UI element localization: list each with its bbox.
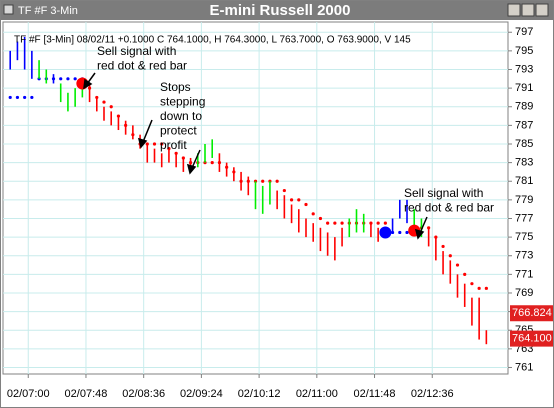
stop-dot bbox=[282, 188, 286, 193]
stop-dot bbox=[448, 254, 452, 258]
stop-dot bbox=[102, 100, 106, 104]
annotation: protect bbox=[160, 124, 197, 138]
title-bar bbox=[1, 1, 553, 20]
annotation: Stops bbox=[160, 80, 191, 94]
stop-dot bbox=[297, 198, 301, 202]
arrow-head bbox=[186, 163, 197, 175]
arrow-head bbox=[414, 228, 425, 240]
window-icon bbox=[3, 4, 14, 15]
stop-dot bbox=[210, 161, 214, 165]
x-tick-label: 02/11:48 bbox=[354, 388, 396, 400]
stop-dot bbox=[261, 179, 265, 183]
y-tick-label: 791 bbox=[515, 82, 533, 94]
minimize-button[interactable] bbox=[507, 3, 521, 17]
stop-dot bbox=[8, 95, 12, 100]
stop-dot bbox=[470, 282, 474, 286]
stop-dot bbox=[463, 272, 467, 276]
annotation-arrows bbox=[83, 72, 428, 240]
y-tick-label: 793 bbox=[515, 63, 533, 75]
y-tick-label: 783 bbox=[515, 157, 533, 169]
stop-dot bbox=[318, 216, 323, 221]
y-tick-label: 781 bbox=[515, 175, 533, 187]
stop-dot bbox=[275, 179, 279, 183]
price-tag bbox=[510, 330, 553, 347]
price-tag-label: 764.100 bbox=[512, 333, 552, 345]
stop-dot bbox=[398, 230, 402, 235]
price-tag-label: 766.824 bbox=[512, 307, 552, 319]
y-tick-label: 789 bbox=[515, 101, 533, 113]
y-tick-label: 771 bbox=[515, 268, 533, 280]
stop-dot bbox=[59, 77, 63, 81]
plot-layer bbox=[3, 22, 508, 374]
arrow bbox=[142, 119, 153, 143]
y-tick-label: 795 bbox=[515, 45, 533, 57]
x-tick-label: 02/07:00 bbox=[7, 388, 50, 400]
info-line: TF #F [3-Min] 08/02/11 +0.1000 C 764.100… bbox=[14, 35, 411, 46]
stop-dot bbox=[376, 221, 380, 225]
y-tick-label: 779 bbox=[515, 194, 533, 206]
stop-dot bbox=[484, 286, 488, 290]
price-tag bbox=[510, 305, 553, 322]
y-tick-label: 777 bbox=[515, 212, 533, 224]
stop-dot bbox=[311, 212, 315, 216]
y-tick-label: 785 bbox=[515, 138, 533, 150]
chart-title: E-mini Russell 2000 bbox=[210, 2, 351, 19]
stop-dot bbox=[441, 244, 445, 249]
x-tick-label: 02/09:24 bbox=[180, 388, 223, 400]
stop-dot bbox=[160, 142, 164, 146]
annotation: down to bbox=[160, 109, 202, 123]
stop-dot bbox=[455, 263, 460, 267]
stop-dot bbox=[66, 77, 70, 81]
stop-dot bbox=[304, 202, 308, 207]
stop-dot bbox=[427, 226, 431, 230]
annotation: profit bbox=[160, 138, 187, 152]
annotation: red dot & red bar bbox=[404, 201, 494, 215]
close-button[interactable] bbox=[535, 3, 549, 17]
window-title: TF #F 3-Min bbox=[18, 5, 78, 17]
stop-dot bbox=[326, 221, 330, 225]
stop-dot bbox=[477, 286, 481, 290]
arrow bbox=[191, 149, 201, 169]
stop-dot bbox=[15, 95, 20, 100]
annotation: Sell signal with bbox=[404, 186, 483, 200]
y-tick-label: 787 bbox=[515, 119, 533, 131]
stop-dot bbox=[23, 95, 27, 100]
window-buttons[interactable] bbox=[507, 3, 549, 17]
x-tick-label: 02/08:36 bbox=[122, 388, 165, 400]
arrow-head bbox=[83, 78, 93, 90]
y-tick-label: 775 bbox=[515, 231, 533, 243]
stop-dot bbox=[383, 221, 387, 225]
annotation: red dot & red bar bbox=[97, 59, 187, 73]
annotation: Sell signal with bbox=[97, 44, 176, 58]
y-tick-label: 769 bbox=[515, 287, 533, 299]
y-tick-label: 761 bbox=[515, 361, 533, 373]
stop-dot bbox=[152, 142, 157, 146]
arrow bbox=[419, 216, 428, 234]
stop-dot bbox=[289, 198, 294, 202]
y-tick-label: 773 bbox=[515, 250, 533, 262]
x-tick-label: 02/10:12 bbox=[238, 388, 281, 400]
y-tick-label: 797 bbox=[515, 26, 533, 38]
stop-dot bbox=[340, 221, 344, 225]
annotation: stepping bbox=[160, 95, 205, 109]
stop-dot bbox=[405, 230, 409, 235]
stop-dot bbox=[109, 105, 113, 109]
stop-dot bbox=[333, 221, 337, 225]
signal-dot bbox=[379, 226, 392, 239]
x-tick-label: 02/07:48 bbox=[65, 388, 108, 400]
x-tick-label: 02/12:36 bbox=[411, 388, 454, 400]
stop-dot bbox=[73, 77, 77, 81]
arrow-head bbox=[137, 137, 148, 149]
x-tick-label: 02/11:00 bbox=[296, 388, 338, 400]
maximize-button[interactable] bbox=[521, 3, 535, 17]
stop-dot bbox=[30, 95, 34, 100]
